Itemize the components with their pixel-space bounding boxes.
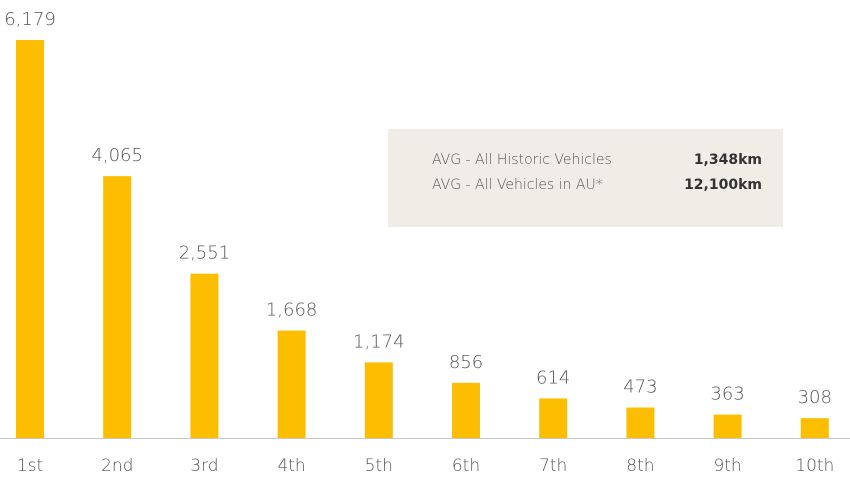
legend-value: 12,100km <box>684 177 762 193</box>
value-label: 1,174 <box>353 331 405 352</box>
legend-label: AVG - All Vehicles in AU* <box>432 177 603 193</box>
value-label: 6,179 <box>4 9 56 30</box>
bar <box>800 418 829 438</box>
value-label: 856 <box>449 352 483 373</box>
x-tick-label: 10th <box>795 456 834 476</box>
bar <box>364 362 393 438</box>
x-tick-label: 5th <box>365 456 393 476</box>
bar <box>277 330 306 438</box>
x-tick-label: 2nd <box>101 456 133 476</box>
value-label: 2,551 <box>179 243 231 264</box>
legend-value: 1,348km <box>694 152 762 168</box>
x-tick-label: 9th <box>713 456 741 476</box>
x-tick-label: 7th <box>539 456 567 476</box>
value-label: 1,668 <box>266 300 318 321</box>
x-tick-label: 1st <box>17 456 43 476</box>
bar <box>626 407 655 438</box>
legend-label: AVG - All Historic Vehicles <box>432 152 612 168</box>
value-label: 4,065 <box>91 145 143 166</box>
value-label: 308 <box>798 387 832 408</box>
bar <box>16 39 44 439</box>
x-tick-label: 6th <box>452 456 480 476</box>
bar <box>103 176 132 438</box>
x-tick-label: 4th <box>277 456 305 476</box>
bar <box>539 398 568 438</box>
value-label: 473 <box>623 377 657 398</box>
value-label: 614 <box>536 367 570 388</box>
bar <box>713 414 742 438</box>
value-label: 363 <box>710 384 744 405</box>
x-tick-label: 8th <box>626 456 654 476</box>
bar <box>452 382 480 438</box>
x-tick-label: 3rd <box>190 456 218 476</box>
legend-box <box>388 129 783 227</box>
bar <box>190 273 219 438</box>
